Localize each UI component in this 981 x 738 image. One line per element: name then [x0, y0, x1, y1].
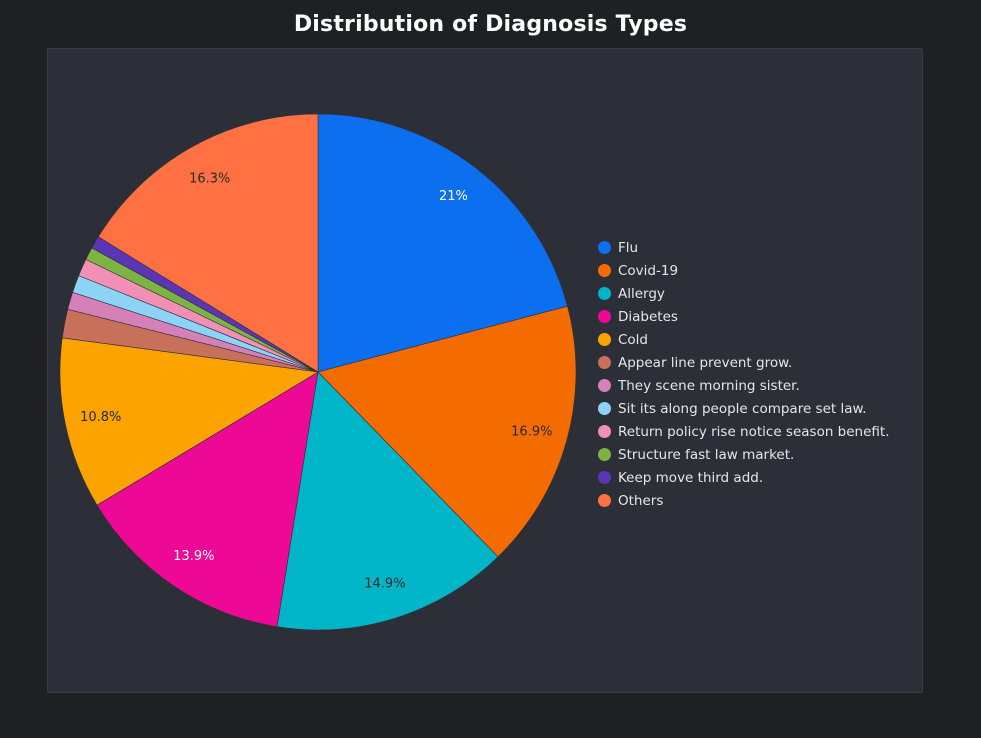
legend-swatch	[598, 402, 611, 415]
legend-label: Structure fast law market.	[618, 446, 795, 463]
pie-slice-value-label: 14.9%	[364, 577, 405, 592]
legend-label: Covid-19	[618, 262, 679, 279]
pie-slice-value-label: 16.3%	[189, 171, 230, 186]
legend-item[interactable]: Keep move third add.	[598, 466, 918, 489]
legend-label: Diabetes	[618, 308, 678, 325]
legend-item[interactable]: Diabetes	[598, 305, 918, 328]
legend-item[interactable]: Allergy	[598, 282, 918, 305]
legend-swatch	[598, 471, 611, 484]
pie-slice-value-label: 16.9%	[511, 424, 552, 439]
pie-chart: 21% 16.9% 14.9% 13.9% 10.8% 16.3%	[59, 113, 577, 631]
legend-label: Sit its along people compare set law.	[618, 400, 867, 417]
legend-item[interactable]: Structure fast law market.	[598, 443, 918, 466]
pie-slice-value-label: 21%	[439, 189, 468, 204]
legend-swatch	[598, 448, 611, 461]
legend-item[interactable]: They scene morning sister.	[598, 374, 918, 397]
legend-item[interactable]: Cold	[598, 328, 918, 351]
pie-slice-allergy[interactable]	[276, 371, 499, 631]
chart-title: Distribution of Diagnosis Types	[293, 12, 688, 37]
legend: Flu Covid-19 Allergy Diabetes Cold Appear lin…	[598, 236, 918, 512]
legend-swatch	[598, 310, 611, 323]
pie-slice-others[interactable]	[97, 113, 319, 373]
legend-item[interactable]: Sit its along people compare set law.	[598, 397, 918, 420]
legend-swatch	[598, 264, 611, 277]
legend-swatch	[598, 333, 611, 346]
legend-label: Keep move third add.	[618, 469, 764, 486]
legend-swatch	[598, 356, 611, 369]
pie-slice-flu[interactable]	[317, 113, 568, 373]
legend-label: Others	[618, 492, 664, 509]
legend-swatch	[598, 287, 611, 300]
legend-label: Cold	[618, 331, 649, 348]
legend-swatch	[598, 494, 611, 507]
legend-label: They scene morning sister.	[618, 377, 800, 394]
legend-item[interactable]: Others	[598, 489, 918, 512]
legend-swatch	[598, 241, 611, 254]
pie-slice-value-label: 10.8%	[80, 410, 121, 425]
legend-item[interactable]: Appear line prevent grow.	[598, 351, 918, 374]
legend-label: Flu	[618, 239, 639, 256]
legend-label: Return policy rise notice season benefit…	[618, 423, 890, 440]
legend-swatch	[598, 425, 611, 438]
pie-slice-covid-19[interactable]	[317, 305, 577, 558]
pie-slice-value-label: 13.9%	[173, 549, 214, 564]
legend-label: Appear line prevent grow.	[618, 354, 793, 371]
pie-slices	[59, 113, 577, 631]
legend-item[interactable]: Covid-19	[598, 259, 918, 282]
legend-item[interactable]: Flu	[598, 236, 918, 259]
chart-panel: 21% 16.9% 14.9% 13.9% 10.8% 16.3% Flu Covid-19…	[47, 48, 923, 693]
legend-label: Allergy	[618, 285, 665, 302]
legend-item[interactable]: Return policy rise notice season benefit…	[598, 420, 918, 443]
pie-slice-cold[interactable]	[59, 337, 319, 506]
pie-slice-labels: 21% 16.9% 14.9% 13.9% 10.8% 16.3%	[80, 171, 552, 591]
pie-slice-diabetes[interactable]	[96, 371, 319, 628]
legend-swatch	[598, 379, 611, 392]
